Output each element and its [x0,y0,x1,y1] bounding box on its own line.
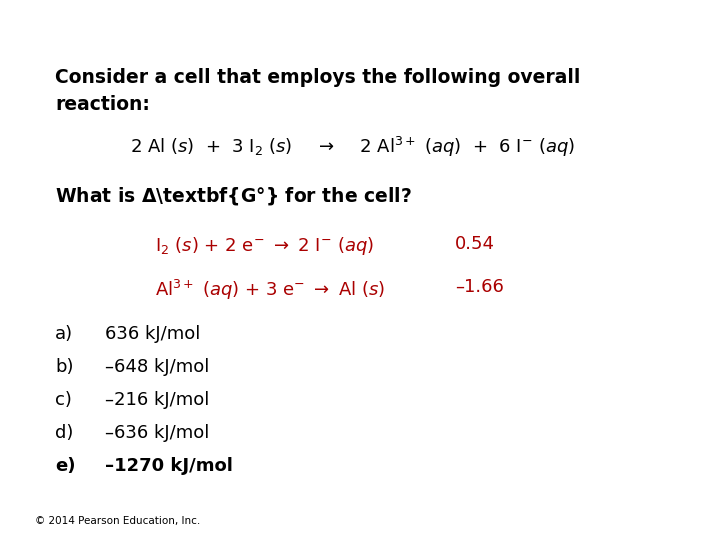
Text: a): a) [55,325,73,343]
Text: Al$^{3+}$ ($aq$) + 3 e$^{-}$ $\rightarrow$ Al ($s$): Al$^{3+}$ ($aq$) + 3 e$^{-}$ $\rightarro… [155,278,385,302]
Text: d): d) [55,424,73,442]
Text: 636 kJ/mol: 636 kJ/mol [105,325,200,343]
Text: –216 kJ/mol: –216 kJ/mol [105,391,210,409]
Text: I$_2$ ($s$) + 2 e$^{-}$ $\rightarrow$ 2 I$^{-}$ ($aq$): I$_2$ ($s$) + 2 e$^{-}$ $\rightarrow$ 2 … [155,235,374,257]
Text: b): b) [55,358,73,376]
Text: Consider a cell that employs the following overall: Consider a cell that employs the followi… [55,68,580,87]
Text: –1270 kJ/mol: –1270 kJ/mol [105,457,233,475]
Text: –636 kJ/mol: –636 kJ/mol [105,424,210,442]
Text: c): c) [55,391,72,409]
Text: –648 kJ/mol: –648 kJ/mol [105,358,210,376]
Text: reaction:: reaction: [55,95,150,114]
Text: © 2014 Pearson Education, Inc.: © 2014 Pearson Education, Inc. [35,516,200,526]
Text: e): e) [55,457,76,475]
Text: –1.66: –1.66 [455,278,504,296]
Text: 2 Al ($s$)  +  3 I$_2$ ($s$)    $\rightarrow$    2 Al$^{3+}$ ($aq$)  +  6 I$^{-}: 2 Al ($s$) + 3 I$_2$ ($s$) $\rightarrow$… [130,135,575,159]
Text: 0.54: 0.54 [455,235,495,253]
Text: What is $\mathbf{\Delta}$\textbf{G°} for the cell?: What is $\mathbf{\Delta}$\textbf{G°} for… [55,185,412,207]
